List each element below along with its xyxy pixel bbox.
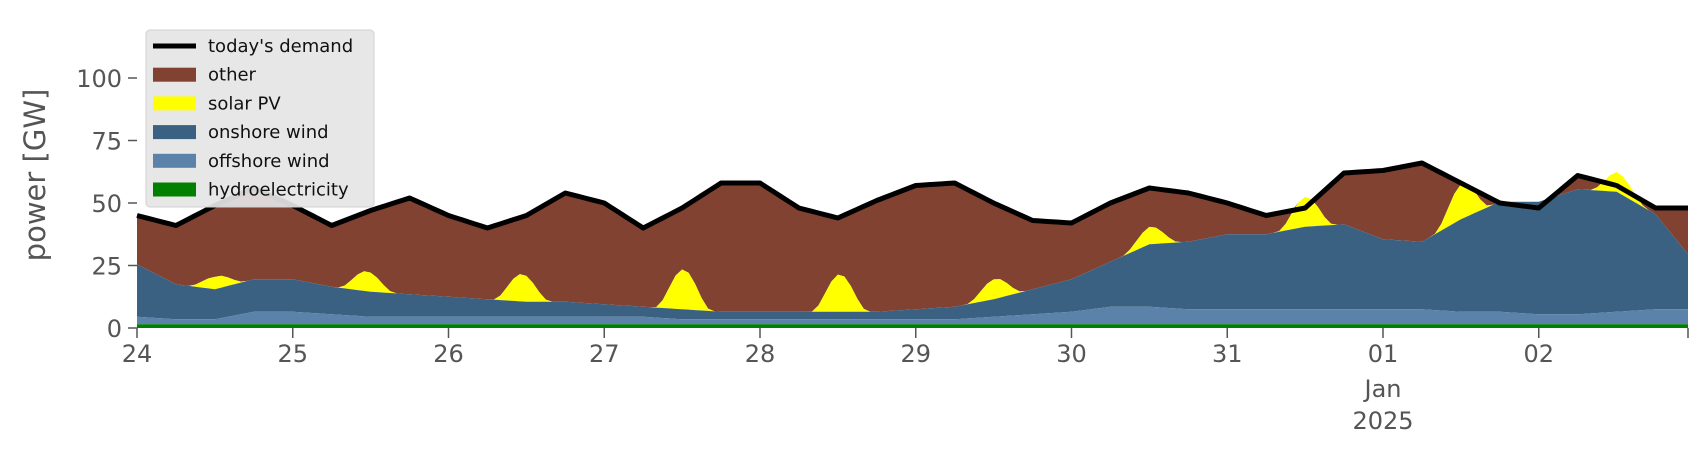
x-tick-label: 26	[433, 340, 464, 368]
y-axis-label: power [GW]	[18, 89, 52, 262]
area-offshore-wind	[137, 306, 1688, 325]
axes: 0 25 50 75 100 24 25 26 27 28 29 30 31 01 Jan 2025 02	[76, 65, 1689, 435]
x-tick-sublabel: 2025	[1352, 407, 1413, 435]
plot-area	[136, 160, 1688, 328]
x-tick-label: 29	[900, 340, 931, 368]
legend-frame	[145, 29, 375, 208]
line-todays-demand	[136, 160, 1688, 231]
legend-entry: onshore wind	[208, 122, 329, 143]
x-tick-label: 28	[745, 340, 776, 368]
legend-entry: other	[208, 65, 257, 86]
legend-swatch	[153, 125, 196, 140]
x-tick-label: 27	[589, 340, 620, 368]
x-tick-label: 31	[1212, 340, 1243, 368]
x-tick-label: 25	[277, 340, 308, 368]
x-tick-label: 01	[1368, 340, 1399, 368]
legend-entry: offshore wind	[208, 151, 330, 172]
legend-entry: today's demand	[208, 36, 353, 57]
legend-swatch	[153, 67, 196, 82]
y-tick-label: 50	[91, 190, 122, 218]
legend: today's demand other solar PV onshore wind o…	[145, 29, 375, 208]
legend-swatch	[153, 153, 196, 168]
x-tick-label: 24	[122, 340, 153, 368]
x-tick-label: 30	[1056, 340, 1087, 368]
y-tick-label: 0	[107, 315, 122, 343]
y-tick-label: 75	[91, 128, 122, 156]
area-other	[137, 163, 1688, 312]
y-tick-label: 25	[91, 253, 122, 281]
legend-entry: solar PV	[208, 93, 281, 114]
area-hydroelectricity	[137, 324, 1688, 328]
y-tick-label: 100	[76, 65, 122, 93]
legend-swatch	[153, 96, 196, 111]
x-tick-sublabel: Jan	[1362, 375, 1401, 403]
legend-entry: hydroelectricity	[208, 180, 349, 201]
x-tick-label: 02	[1523, 340, 1554, 368]
legend-swatch	[153, 182, 196, 197]
area-onshore-wind	[137, 189, 1688, 320]
